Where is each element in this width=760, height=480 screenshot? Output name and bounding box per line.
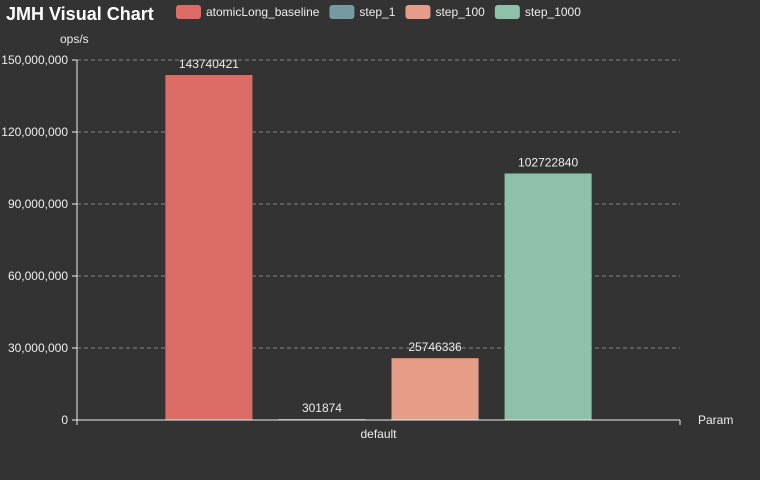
- legend-label: step_1000: [525, 5, 581, 19]
- chart-legend[interactable]: atomicLong_baseline step_1 step_100 step_10…: [176, 5, 581, 19]
- y-tick-label: 150,000,000: [1, 53, 68, 67]
- bar-atomicLong_baseline[interactable]: [165, 75, 253, 421]
- legend-item-step_1[interactable]: step_1: [329, 5, 396, 19]
- legend-label: step_100: [435, 5, 485, 19]
- y-tick-label: 60,000,000: [8, 269, 68, 283]
- data-label-step_100: 25746336: [408, 340, 462, 354]
- legend-swatch: [405, 5, 431, 19]
- data-label-step_1000: 102722840: [518, 155, 578, 169]
- data-label-atomicLong_baseline: 143740421: [179, 57, 239, 71]
- x-category-label: default: [360, 427, 397, 441]
- x-axis-name: Param: [698, 413, 733, 427]
- legend-label: step_1: [359, 5, 395, 19]
- bar-series: 143740421 301874 25746336 102722840: [165, 57, 592, 421]
- y-axis-name: ops/s: [60, 32, 89, 46]
- legend-item-step_1000[interactable]: step_1000: [494, 5, 581, 19]
- chart-title: JMH Visual Chart: [6, 4, 154, 24]
- y-tick-label: 90,000,000: [8, 197, 68, 211]
- legend-item-step_100[interactable]: step_100: [405, 5, 485, 19]
- bar-step_1000[interactable]: [504, 173, 592, 420]
- data-label-step_1: 301874: [302, 401, 342, 415]
- y-tick-label: 0: [61, 413, 68, 427]
- legend-swatch: [176, 5, 201, 19]
- bar-step_100[interactable]: [391, 358, 479, 420]
- axes: [76, 60, 681, 425]
- y-tick-label: 30,000,000: [8, 341, 68, 355]
- legend-swatch: [494, 5, 520, 19]
- y-axis-ticks: 0 30,000,000 60,000,000 90,000,000 120,000,0…: [1, 53, 77, 427]
- legend-label: atomicLong_baseline: [206, 5, 320, 19]
- legend-swatch: [329, 5, 355, 19]
- legend-item-atomicLong_baseline[interactable]: atomicLong_baseline: [176, 5, 320, 19]
- y-tick-label: 120,000,000: [1, 125, 68, 139]
